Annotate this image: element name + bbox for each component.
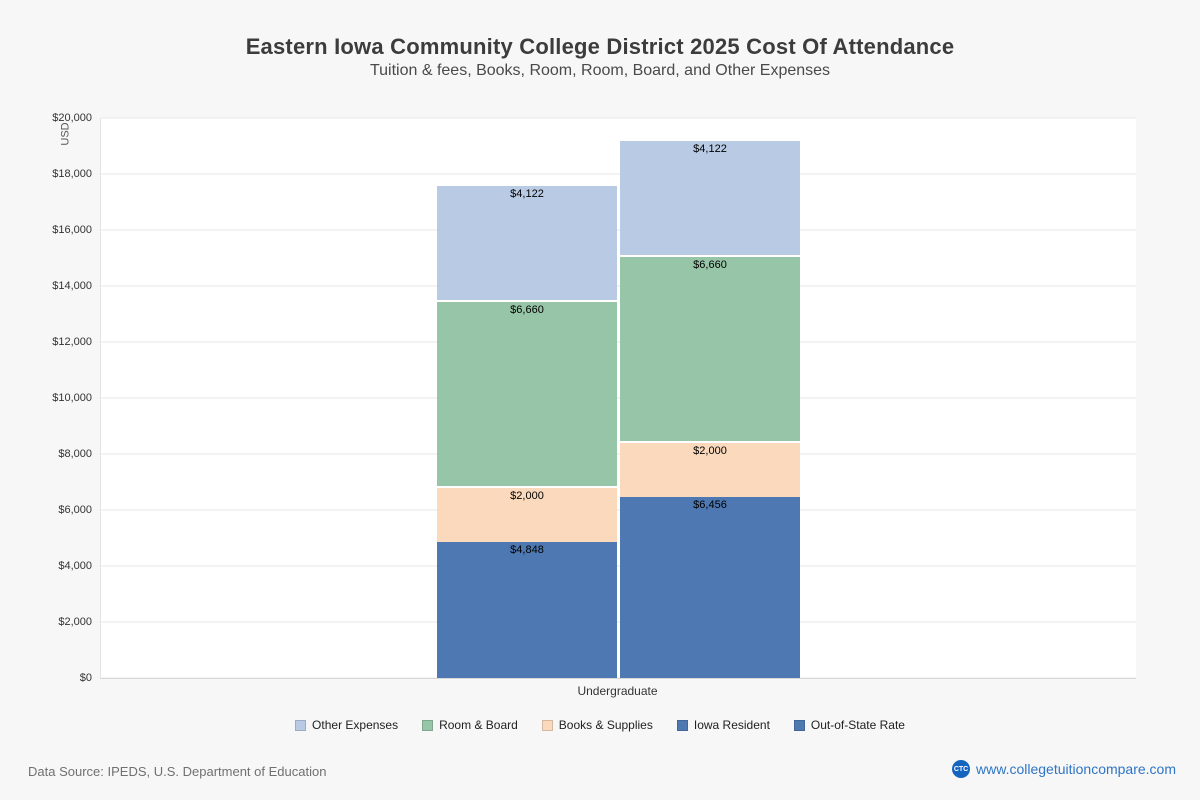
legend-swatch-icon <box>793 719 805 731</box>
site-link[interactable]: CTC www.collegetuitioncompare.com <box>952 760 1176 778</box>
site-url: www.collegetuitioncompare.com <box>976 761 1176 777</box>
bar-out-of-state-rate[interactable]: $6,456 $2,000 $6,660 $4,122 <box>620 118 800 678</box>
gridline <box>101 229 1136 231</box>
y-axis-ticks: $0 $2,000 $4,000 $6,000 $8,000 $10,000 $12,000… <box>0 112 96 684</box>
gridline <box>101 173 1136 175</box>
y-tick-label: $4,000 <box>58 560 92 572</box>
segment-value-label: $4,122 <box>510 188 544 201</box>
legend: Other Expenses Room & Board Books & Suppli… <box>0 718 1200 732</box>
segment-room-board[interactable]: $6,660 <box>620 254 800 442</box>
segment-iowa-resident[interactable]: $4,848 <box>437 542 617 678</box>
legend-swatch-icon <box>295 719 307 731</box>
gridline <box>101 621 1136 623</box>
gridline <box>101 117 1136 119</box>
legend-label: Room & Board <box>439 718 518 732</box>
legend-item-books-supplies[interactable]: Books & Supplies <box>541 718 653 732</box>
gridline <box>101 285 1136 287</box>
legend-label: Out-of-State Rate <box>810 718 905 732</box>
data-source-note: Data Source: IPEDS, U.S. Department of E… <box>28 764 327 779</box>
segment-other-expenses[interactable]: $4,122 <box>620 139 800 255</box>
y-tick-label: $8,000 <box>58 448 92 460</box>
segment-books-supplies[interactable]: $2,000 <box>437 486 617 543</box>
gridline <box>101 453 1136 455</box>
chart-subtitle: Tuition & fees, Books, Room, Room, Board… <box>369 62 831 79</box>
gridline <box>101 565 1136 567</box>
y-tick-label: $16,000 <box>52 224 92 236</box>
gridline <box>101 509 1136 511</box>
legend-swatch-icon <box>541 719 553 731</box>
segment-other-expenses[interactable]: $4,122 <box>437 184 617 300</box>
gridline <box>101 677 1136 679</box>
segment-value-label: $6,660 <box>510 303 544 316</box>
segment-out-of-state-rate[interactable]: $6,456 <box>620 497 800 678</box>
segment-value-label: $2,000 <box>510 490 544 503</box>
ctc-logo-icon: CTC <box>952 760 971 778</box>
segment-books-supplies[interactable]: $2,000 <box>620 441 800 498</box>
legend-label: Other Expenses <box>312 718 399 732</box>
legend-label: Iowa Resident <box>693 718 770 732</box>
legend-item-other-expenses[interactable]: Other Expenses <box>295 718 398 732</box>
y-tick-label: $18,000 <box>52 168 92 180</box>
legend-item-room-board[interactable]: Room & Board <box>422 718 518 732</box>
segment-value-label: $2,000 <box>693 445 727 458</box>
chart-title: Eastern Iowa Community College District … <box>245 34 955 59</box>
y-tick-label: $6,000 <box>58 504 92 516</box>
y-tick-label: $12,000 <box>52 336 92 348</box>
segment-value-label: $4,122 <box>693 143 727 156</box>
plot-area: $4,848 $2,000 $6,660 $4,122 $6,456 $2,000 $6,6… <box>100 117 1136 679</box>
y-tick-label: $14,000 <box>52 280 92 292</box>
gridline <box>101 397 1136 399</box>
segment-room-board[interactable]: $6,660 <box>437 299 617 487</box>
segment-value-label: $6,456 <box>693 499 727 512</box>
legend-item-iowa-resident[interactable]: Iowa Resident <box>676 718 770 732</box>
y-tick-label: $2,000 <box>58 616 92 628</box>
y-tick-label: $10,000 <box>52 392 92 404</box>
y-tick-label: $0 <box>79 672 92 684</box>
segment-value-label: $4,848 <box>510 544 544 557</box>
legend-swatch-icon <box>422 719 434 731</box>
gridline <box>101 341 1136 343</box>
segment-value-label: $6,660 <box>693 258 727 271</box>
x-axis-tick-label: Undergraduate <box>577 684 658 698</box>
gridlines <box>101 117 1136 679</box>
y-tick-label: $20,000 <box>52 112 92 124</box>
bar-iowa-resident[interactable]: $4,848 $2,000 $6,660 $4,122 <box>437 118 617 678</box>
legend-label: Books & Supplies <box>558 718 653 732</box>
bars: $4,848 $2,000 $6,660 $4,122 $6,456 $2,000 $6,6… <box>101 118 1136 678</box>
legend-swatch-icon <box>676 719 688 731</box>
legend-item-out-of-state-rate[interactable]: Out-of-State Rate <box>793 718 905 732</box>
